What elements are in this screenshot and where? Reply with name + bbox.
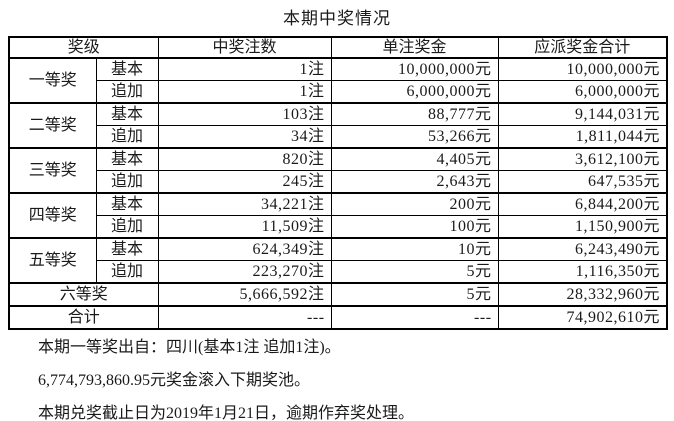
prize-per-bet: 200元: [330, 192, 499, 216]
bet-type: 追加: [95, 125, 159, 149]
table-row: 追加 223,270注 5元 1,116,350元: [9, 260, 668, 284]
total-payout: 1,811,044元: [497, 125, 668, 149]
total-payout: 1,150,900元: [497, 215, 668, 239]
bet-type: 基本: [95, 57, 159, 81]
bet-count: 11,509注: [157, 215, 332, 239]
col-header-total-payout: 应派奖金合计: [497, 36, 668, 59]
bet-count: 1注: [157, 80, 332, 104]
note-claim-deadline: 本期兑奖截止日为2019年1月21日，逾期作弃奖处理。: [38, 405, 415, 421]
bet-count: 34注: [157, 125, 332, 149]
bet-type: 基本: [95, 192, 159, 216]
table-row: 追加 34注 53,266元 1,811,044元: [9, 125, 668, 149]
table-row: 一等奖 基本 1注 10,000,000元 10,000,000元: [8, 57, 668, 104]
bet-count: 103注: [157, 102, 332, 126]
prize-per-bet: 100元: [330, 215, 499, 239]
bet-type: 追加: [95, 170, 159, 194]
prize-per-bet: 5元: [330, 282, 499, 307]
prize-per-bet: 4,405元: [330, 147, 499, 171]
bet-count: 820注: [157, 147, 332, 171]
total-payout: 9,144,031元: [497, 102, 668, 126]
bet-type: 追加: [95, 260, 159, 284]
prize-per-bet: ---: [330, 305, 499, 330]
table-row: 四等奖 基本 34,221注 200元 6,844,200元: [8, 192, 668, 239]
table-row: 三等奖 基本 820注 4,405元 3,612,100元: [8, 147, 668, 194]
prize-table: 奖级 中奖注数 单注奖金 应派奖金合计 一等奖 基本 1注 10,000,000…: [8, 36, 669, 330]
bet-type: 基本: [95, 102, 159, 126]
prize-level-fourth: 四等奖: [8, 192, 97, 239]
total-payout: 3,612,100元: [497, 147, 668, 171]
bet-type: 追加: [95, 80, 159, 104]
total-payout: 10,000,000元: [497, 57, 668, 81]
table-row: 二等奖 基本 103注 88,777元 9,144,031元: [8, 102, 668, 149]
prize-per-bet: 5元: [330, 260, 499, 284]
total-payout: 6,844,200元: [497, 192, 668, 216]
prize-per-bet: 10元: [330, 237, 499, 261]
bet-count: 1注: [157, 57, 332, 81]
bet-type: 追加: [95, 215, 159, 239]
prize-per-bet: 2,643元: [330, 170, 499, 194]
bet-type: 基本: [95, 147, 159, 171]
col-header-prize-per-bet: 单注奖金: [330, 36, 499, 59]
prize-level-third: 三等奖: [8, 147, 97, 194]
prize-per-bet: 6,000,000元: [330, 80, 499, 104]
total-payout: 1,116,350元: [497, 260, 668, 284]
prize-per-bet: 88,777元: [330, 102, 499, 126]
table-row: 五等奖 基本 624,349注 10元 6,243,490元: [8, 237, 668, 284]
total-payout: 28,332,960元: [497, 282, 668, 307]
col-header-winning-bets: 中奖注数: [157, 36, 332, 59]
notes-section: 本期一等奖出自：四川(基本1注 追加1注)。 6,774,793,860.95元…: [38, 339, 666, 421]
total-payout: 647,535元: [497, 170, 668, 194]
table-row: 追加 11,509注 100元 1,150,900元: [9, 215, 668, 239]
bet-count: 5,666,592注: [157, 282, 332, 307]
total-label: 合计: [8, 305, 159, 330]
bet-count: ---: [157, 305, 332, 330]
note-jackpot-rollover: 6,774,793,860.95元奖金滚入下期奖池。: [38, 372, 311, 389]
prize-per-bet: 10,000,000元: [330, 57, 499, 81]
table-row: 六等奖 5,666,592注 5元 28,332,960元: [8, 282, 668, 307]
prize-per-bet: 53,266元: [330, 125, 499, 149]
prize-level-second: 二等奖: [8, 102, 97, 149]
total-payout: 6,000,000元: [497, 80, 668, 104]
bet-count: 223,270注: [157, 260, 332, 284]
prize-level-first: 一等奖: [8, 57, 97, 104]
bet-count: 34,221注: [157, 192, 332, 216]
bet-type: 基本: [95, 237, 159, 261]
bet-count: 245注: [157, 170, 332, 194]
page-title: 本期中奖情况: [283, 9, 391, 28]
col-header-prize-level: 奖级: [8, 36, 159, 59]
note-first-prize-origin: 本期一等奖出自：四川(基本1注 追加1注)。: [38, 339, 341, 356]
table-row-total: 合计 --- --- 74,902,610元: [8, 305, 668, 330]
total-payout: 74,902,610元: [497, 305, 668, 330]
prize-level-fifth: 五等奖: [8, 237, 97, 284]
bet-count: 624,349注: [157, 237, 332, 261]
total-payout: 6,243,490元: [497, 237, 668, 261]
table-header-row: 奖级 中奖注数 单注奖金 应派奖金合计: [8, 36, 668, 59]
prize-level-sixth: 六等奖: [8, 282, 159, 307]
table-row: 追加 245注 2,643元 647,535元: [9, 170, 668, 194]
table-row: 追加 1注 6,000,000元 6,000,000元: [9, 80, 668, 104]
